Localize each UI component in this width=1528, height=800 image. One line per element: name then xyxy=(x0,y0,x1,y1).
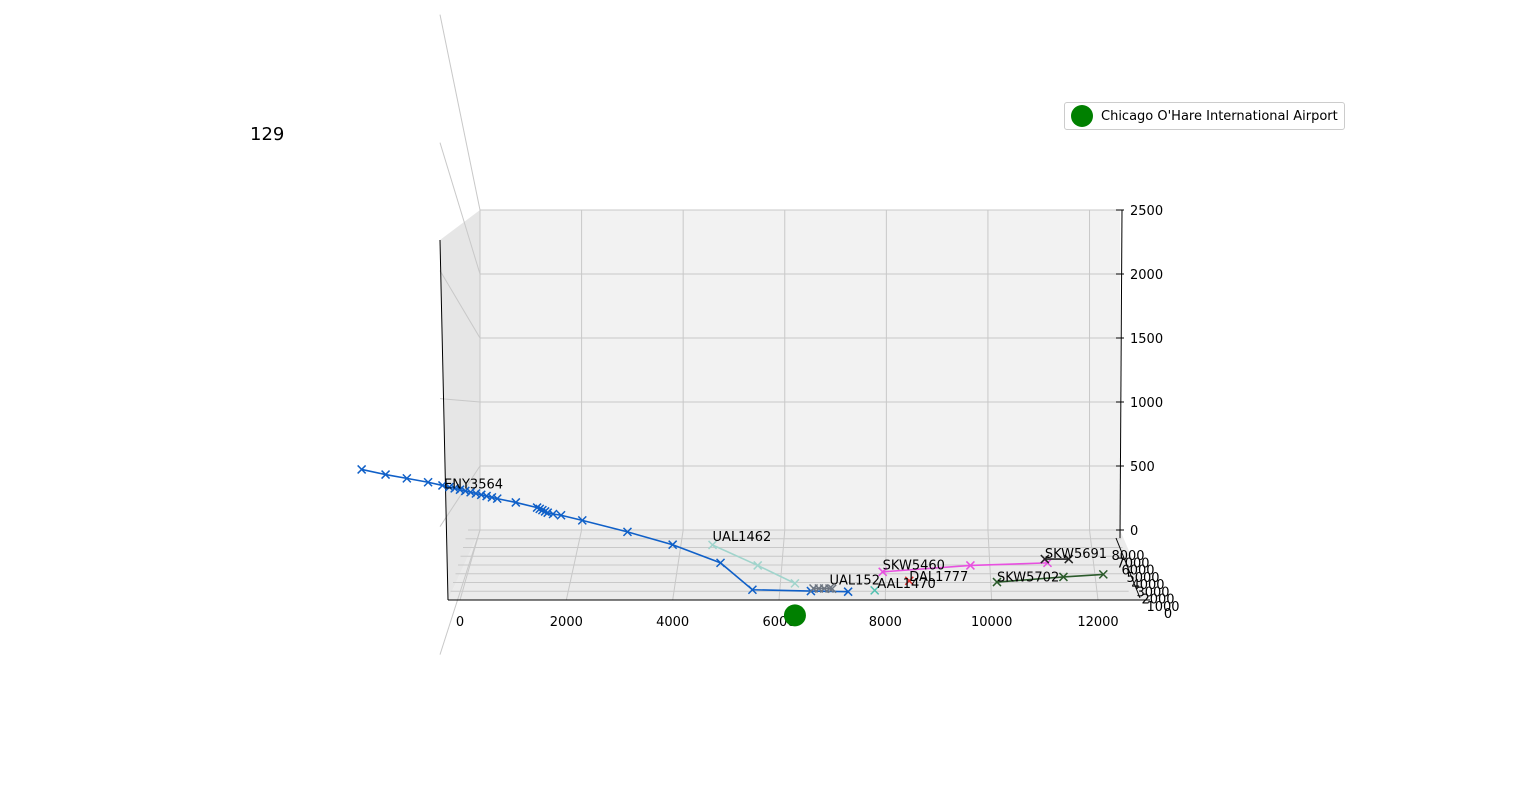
y-tick-label: 5000 xyxy=(1126,571,1159,586)
y-tick-label: 7000 xyxy=(1116,556,1149,571)
y-tick-label: 8000 xyxy=(1111,549,1144,564)
point-marker-SKW5702 xyxy=(1098,569,1108,579)
series-label-UAL152: UAL152 xyxy=(830,574,880,589)
point-marker-ENY3564 xyxy=(747,585,757,595)
point-marker-ENY3564 xyxy=(715,558,726,568)
legend-label: Chicago O'Hare International Airport xyxy=(1101,108,1338,124)
y-tick-label: 0 xyxy=(1164,607,1172,622)
z-side-gridline xyxy=(439,14,481,211)
axis-lines xyxy=(439,209,1150,601)
x-tick-label: 4000 xyxy=(656,615,689,630)
grid-lines xyxy=(439,14,1130,655)
point-marker-ENY3564 xyxy=(668,540,678,550)
point-marker-ENY3564 xyxy=(466,487,476,497)
point-marker-SKW5702 xyxy=(1058,572,1068,582)
tick-labels: 0 2000 4000 6000 8000 10000 120000500100015002… xyxy=(456,204,1180,630)
point-marker-ENY3564 xyxy=(548,509,558,519)
point-marker-SKW5691 xyxy=(1064,554,1074,564)
point-marker-AAL1470 xyxy=(870,585,880,595)
point-marker-UAL152 xyxy=(824,583,835,594)
point-marker-UAL1462 xyxy=(753,560,763,570)
y-axis-line xyxy=(1115,537,1141,599)
z-side-gridline xyxy=(439,529,481,655)
legend-marker-icon xyxy=(1071,105,1093,127)
point-marker-ENY3564 xyxy=(381,470,391,480)
point-marker-ENY3564 xyxy=(511,497,521,507)
y-tick-label: 1000 xyxy=(1146,600,1179,615)
y-tick-label: 2000 xyxy=(1141,593,1174,608)
x-tick-label: 0 xyxy=(456,615,464,630)
z-side-gridline xyxy=(439,465,481,527)
z-tick-label: 2000 xyxy=(1130,268,1163,283)
series-label-UAL1462: UAL1462 xyxy=(713,530,772,545)
series-label-DAL1777: DAL1777 xyxy=(909,570,968,585)
point-marker-ENY3564 xyxy=(532,503,542,513)
point-marker-ENY3564 xyxy=(843,587,853,597)
point-marker-ENY3564 xyxy=(455,485,465,495)
point-marker-UAL152 xyxy=(827,584,837,594)
series-label-ENY3564: ENY3564 xyxy=(444,478,503,493)
point-marker-ENY3564 xyxy=(423,477,433,487)
point-marker-ENY3564 xyxy=(556,510,566,520)
legend: Chicago O'Hare International Airport xyxy=(1064,102,1345,130)
point-marker-ENY3564 xyxy=(622,527,633,537)
point-marker-SKW5691 xyxy=(1040,554,1050,564)
series-label-SKW5702: SKW5702 xyxy=(997,570,1059,585)
point-marker-ENY3564 xyxy=(487,492,497,502)
x-tick-label: 10000 xyxy=(971,615,1012,630)
point-marker-SKW5460 xyxy=(1042,558,1053,568)
y-tick-label: 6000 xyxy=(1121,564,1154,579)
point-marker-ENY3564 xyxy=(450,483,460,493)
point-marker-UAL1462 xyxy=(708,540,718,550)
airport-marker xyxy=(783,604,806,627)
z-side-gridline xyxy=(439,270,481,339)
point-marker-ENY3564 xyxy=(482,491,492,501)
z-side-gridline xyxy=(439,142,481,275)
series-labels: ENY3564 UAL1462 UAL152AAL1470DAL1777SKW546… xyxy=(444,478,1107,592)
y-tick-label: 3000 xyxy=(1136,585,1169,600)
series-label-SKW5460: SKW5460 xyxy=(883,558,945,573)
point-marker-ENY3564 xyxy=(577,515,587,525)
y-tick-label: 4000 xyxy=(1131,578,1164,593)
point-marker-UAL1462 xyxy=(790,578,800,588)
point-marker-ENY3564 xyxy=(476,490,486,500)
side-axis-line xyxy=(439,239,449,601)
x-tick-label: 8000 xyxy=(869,615,902,630)
point-marker-SKW5460 xyxy=(878,567,888,577)
z-tick-label: 1000 xyxy=(1130,396,1163,411)
series-label-SKW5691: SKW5691 xyxy=(1045,547,1107,562)
x-tick-label: 12000 xyxy=(1077,615,1118,630)
point-marker-ENY3564 xyxy=(444,482,454,492)
side-pane xyxy=(440,210,480,600)
figure-title: 129 xyxy=(250,124,285,145)
series-group xyxy=(357,464,1108,627)
axes-panes xyxy=(440,210,1150,600)
point-marker-ENY3564 xyxy=(543,508,553,518)
point-marker-ENY3564 xyxy=(535,504,545,514)
point-marker-ENY3564 xyxy=(460,486,470,496)
point-marker-ENY3564 xyxy=(471,488,481,499)
point-marker-ENY3564 xyxy=(540,506,550,516)
z-tick-label: 0 xyxy=(1130,524,1138,539)
back-pane xyxy=(480,210,1120,530)
point-marker-ENY3564 xyxy=(402,473,412,483)
x-tick-label: 2000 xyxy=(550,615,583,630)
point-marker-ENY3564 xyxy=(492,494,502,504)
point-marker-ENY3564 xyxy=(537,505,547,515)
point-marker-SKW5702 xyxy=(992,577,1002,587)
z-tick-label: 500 xyxy=(1130,460,1155,475)
point-marker-ENY3564 xyxy=(437,480,447,490)
z-side-gridline xyxy=(439,398,481,403)
z-tick-label: 1500 xyxy=(1130,332,1163,347)
z-axis-line xyxy=(1119,209,1123,539)
point-marker-DAL1777 xyxy=(904,576,914,586)
z-tick-label: 2500 xyxy=(1130,204,1163,219)
series-label-AAL1470: AAL1470 xyxy=(877,577,935,592)
point-marker-ENY3564 xyxy=(357,464,367,474)
point-marker-SKW5460 xyxy=(965,560,975,570)
